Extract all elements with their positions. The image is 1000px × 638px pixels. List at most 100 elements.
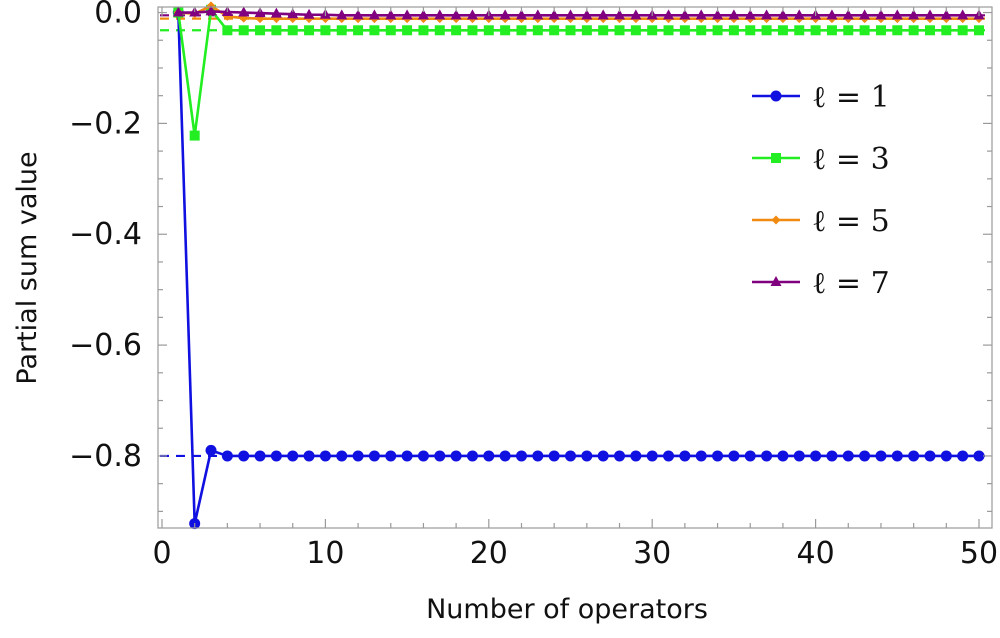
legend: ℓ = 1 ℓ = 3 ℓ = 5 ℓ = 7 [752, 80, 890, 301]
data-point [712, 450, 724, 462]
data-point [957, 450, 969, 462]
data-point [238, 6, 250, 17]
y-tick-label: −0.2 [69, 106, 142, 141]
series-1 [173, 4, 984, 141]
data-point [238, 25, 249, 36]
data-point [826, 25, 837, 36]
legend-marker [771, 153, 781, 163]
legend-label: ℓ = 1 [812, 80, 890, 115]
data-point [777, 25, 788, 36]
data-point [320, 25, 331, 36]
data-point [287, 25, 298, 36]
data-point [417, 9, 429, 20]
data-point [499, 450, 511, 462]
data-point [826, 9, 838, 20]
data-point [728, 450, 740, 462]
legend-marker [770, 276, 782, 286]
y-tick-label: 0.0 [94, 0, 142, 31]
data-point [712, 9, 724, 20]
data-point [875, 25, 886, 36]
data-point [385, 450, 397, 462]
data-point [304, 25, 315, 36]
x-tick-label: 20 [470, 536, 508, 571]
x-axis-label: Number of operators [426, 594, 708, 625]
data-point [663, 9, 675, 20]
data-point [957, 9, 969, 20]
data-point [646, 450, 658, 462]
data-point [336, 25, 347, 36]
legend-marker [770, 90, 782, 102]
data-point [614, 450, 626, 462]
data-point [499, 9, 511, 20]
x-tick-labels: 0 10 20 30 40 50 [152, 536, 998, 571]
data-point [859, 9, 871, 20]
y-tick-label: −0.8 [69, 439, 142, 474]
data-point [679, 9, 691, 20]
data-point [353, 25, 364, 36]
data-point [516, 25, 527, 36]
data-point [369, 25, 380, 36]
data-point [352, 450, 364, 462]
data-point [565, 25, 576, 36]
data-point [238, 450, 250, 462]
data-point [696, 25, 707, 36]
data-point [891, 450, 903, 462]
data-point [908, 25, 919, 36]
data-point [271, 25, 282, 36]
legend-label: ℓ = 5 [812, 204, 890, 239]
data-point [466, 9, 478, 20]
data-point [614, 25, 625, 36]
y-tick-label: −0.6 [69, 328, 142, 363]
data-point [532, 9, 544, 20]
data-point [401, 9, 413, 20]
data-point [270, 450, 282, 462]
data-point [368, 9, 380, 20]
series-0 [172, 7, 985, 530]
data-point [810, 25, 821, 36]
data-point [500, 25, 511, 36]
data-point [859, 450, 871, 462]
data-point [303, 450, 315, 462]
data-point [450, 9, 462, 20]
data-point [434, 25, 445, 36]
data-point [728, 25, 739, 36]
data-point [319, 450, 331, 462]
data-point [385, 9, 397, 20]
x-tick-label: 50 [960, 536, 998, 571]
data-point [679, 450, 691, 462]
data-point [761, 9, 773, 20]
data-point [581, 25, 592, 36]
data-point [598, 25, 609, 36]
data-point [467, 25, 478, 36]
data-point [777, 450, 789, 462]
data-point [515, 9, 527, 20]
data-point [794, 25, 805, 36]
series-line [178, 4, 979, 20]
data-point [255, 25, 266, 36]
data-point [205, 444, 217, 456]
data-point [745, 25, 756, 36]
data-point [597, 450, 609, 462]
data-point [793, 9, 805, 20]
data-point [287, 8, 299, 19]
data-point [810, 450, 822, 462]
data-point [385, 25, 396, 36]
data-point [254, 450, 266, 462]
data-point [761, 25, 772, 36]
data-point [515, 450, 527, 462]
data-point [924, 450, 936, 462]
data-point [401, 450, 413, 462]
data-point [418, 25, 429, 36]
data-point [402, 25, 413, 36]
data-point [548, 450, 560, 462]
data-point [875, 9, 887, 20]
data-point [777, 9, 789, 20]
data-point [483, 25, 494, 36]
x-tick-label: 30 [633, 536, 671, 571]
data-point [581, 9, 593, 20]
data-point [352, 9, 364, 20]
x-tick-label: 0 [152, 536, 171, 571]
data-point [565, 9, 576, 20]
data-point [189, 130, 200, 141]
